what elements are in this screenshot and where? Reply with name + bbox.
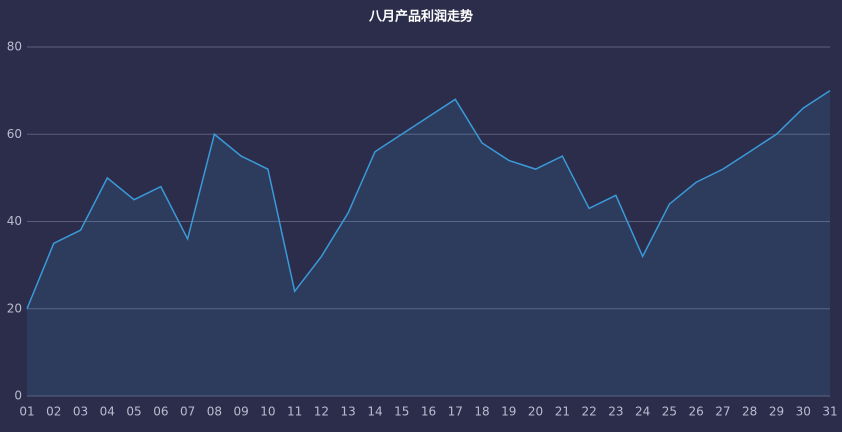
x-tick-label: 22 — [581, 405, 596, 419]
x-tick-label: 05 — [126, 405, 141, 419]
x-tick-label: 07 — [180, 405, 195, 419]
chart-title: 八月产品利润走势 — [368, 9, 473, 25]
y-tick-label: 80 — [7, 40, 22, 54]
area-fill — [27, 90, 830, 396]
x-tick-label: 29 — [769, 405, 784, 419]
x-tick-label: 06 — [153, 405, 168, 419]
x-tick-label: 21 — [555, 405, 570, 419]
x-tick-label: 24 — [635, 405, 650, 419]
x-tick-label: 11 — [287, 405, 302, 419]
x-tick-label: 28 — [742, 405, 757, 419]
y-tick-label: 0 — [14, 389, 22, 403]
x-tick-label: 16 — [421, 405, 436, 419]
x-tick-label: 25 — [662, 405, 677, 419]
y-tick-label: 40 — [7, 214, 22, 228]
x-tick-label: 04 — [100, 405, 115, 419]
x-tick-label: 31 — [822, 405, 837, 419]
x-tick-label: 02 — [46, 405, 61, 419]
x-tick-label: 12 — [314, 405, 329, 419]
x-tick-label: 27 — [715, 405, 730, 419]
x-tick-label: 14 — [367, 405, 382, 419]
x-tick-label: 01 — [19, 405, 34, 419]
x-tick-label: 23 — [608, 405, 623, 419]
x-tick-label: 09 — [233, 405, 248, 419]
x-tick-label: 03 — [73, 405, 88, 419]
x-tick-label: 30 — [796, 405, 811, 419]
x-tick-label: 13 — [341, 405, 356, 419]
x-tick-label: 18 — [474, 405, 489, 419]
x-tick-label: 19 — [501, 405, 516, 419]
x-tick-label: 08 — [207, 405, 222, 419]
x-tick-label: 10 — [260, 405, 275, 419]
x-tick-label: 15 — [394, 405, 409, 419]
y-tick-label: 20 — [7, 301, 22, 315]
x-tick-label: 17 — [448, 405, 463, 419]
y-tick-label: 60 — [7, 127, 22, 141]
x-tick-label: 20 — [528, 405, 543, 419]
x-tick-label: 26 — [689, 405, 704, 419]
line — [26, 89, 831, 310]
